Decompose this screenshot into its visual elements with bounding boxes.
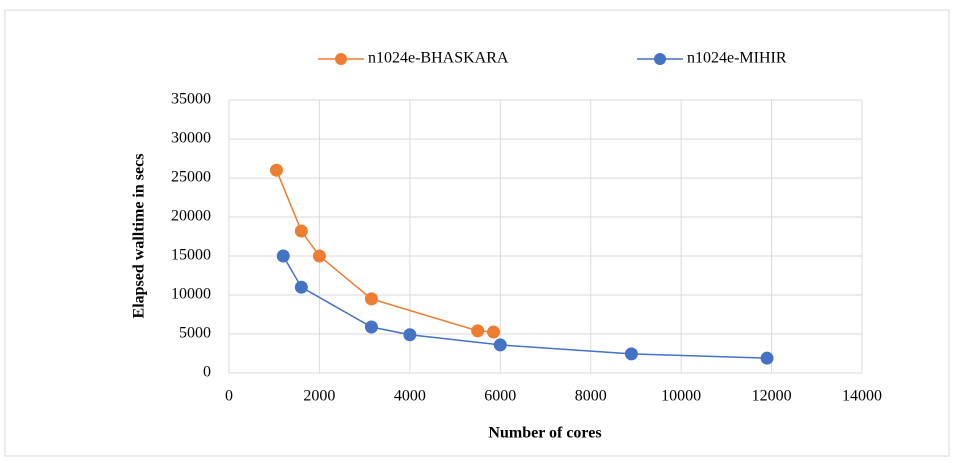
y-axis-label: Elapsed walltime in secs (131, 154, 148, 319)
legend-label: n1024e-BHASKARA (368, 50, 509, 67)
data-point (276, 249, 290, 263)
y-tick-label: 35000 (171, 91, 211, 108)
data-point (269, 163, 283, 177)
x-tick-label: 2000 (303, 388, 335, 405)
data-point (493, 338, 507, 352)
y-tick-label: 0 (203, 364, 211, 381)
data-point (624, 347, 638, 361)
data-point (294, 280, 308, 294)
y-tick-label: 25000 (171, 169, 211, 186)
legend-marker (335, 53, 347, 65)
x-tick-label: 0 (225, 388, 233, 405)
data-point (487, 325, 501, 339)
data-point (403, 328, 417, 342)
x-tick-label: 8000 (575, 388, 607, 405)
legend-label: n1024e-MIHIR (687, 50, 787, 67)
data-point (364, 320, 378, 334)
data-point (312, 249, 326, 263)
x-tick-label: 4000 (394, 388, 426, 405)
x-tick-label: 10000 (661, 388, 701, 405)
data-point (471, 324, 485, 338)
x-tick-label: 14000 (842, 388, 882, 405)
y-tick-label: 30000 (171, 130, 211, 147)
y-tick-label: 20000 (171, 208, 211, 225)
x-tick-label: 12000 (752, 388, 792, 405)
chart-frame (4, 9, 950, 457)
data-point (294, 224, 308, 238)
y-tick-label: 10000 (171, 286, 211, 303)
data-point (364, 292, 378, 306)
y-tick-label: 15000 (171, 247, 211, 264)
x-axis-label: Number of cores (488, 425, 601, 442)
x-tick-label: 6000 (484, 388, 516, 405)
legend-marker (654, 53, 666, 65)
y-tick-label: 5000 (179, 325, 211, 342)
data-point (760, 351, 774, 365)
